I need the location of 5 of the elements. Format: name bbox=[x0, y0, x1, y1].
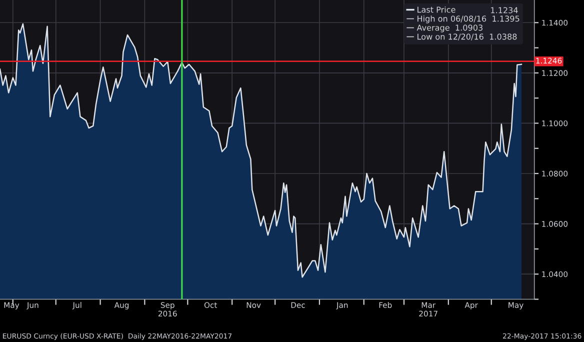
annotation: 1.1234 bbox=[491, 7, 518, 14]
annotation: High on 06/08/16 1.1395 bbox=[418, 15, 520, 24]
annotation: Low on 12/20/16 1.0388 bbox=[418, 34, 517, 40]
legend-label: Last Price bbox=[418, 6, 456, 13]
annotation: Average 1.0903 bbox=[416, 24, 482, 32]
